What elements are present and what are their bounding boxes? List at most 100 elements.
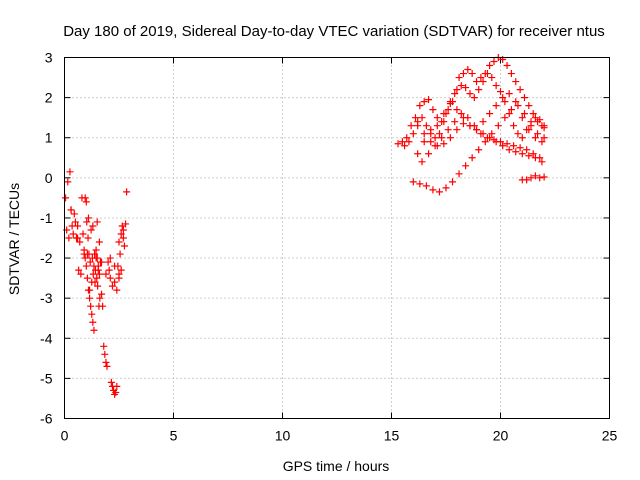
data-point [92,254,100,262]
x-tick-label: 25 [602,428,618,444]
data-point [89,270,97,278]
data-point [473,78,481,86]
data-point [446,134,454,142]
data-point [95,270,103,278]
data-point [116,250,124,258]
data-point [414,122,422,130]
data-point [488,130,496,138]
data-point [531,172,539,180]
data-point [123,188,131,196]
data-point [449,178,457,186]
data-point [523,176,531,184]
data-point [510,122,518,130]
y-tick-label: -2 [40,250,53,266]
data-point [534,130,542,138]
data-point [453,106,461,114]
data-point [540,134,548,142]
y-tick-label: 0 [45,170,53,186]
data-point [403,134,411,142]
data-point [94,282,102,290]
data-point [518,150,526,158]
data-point [505,110,513,118]
data-point [422,182,430,190]
data-point [409,130,417,138]
data-point [501,98,509,106]
data-point [111,262,119,270]
data-point [457,82,465,90]
data-point [462,84,470,92]
data-point [440,140,448,148]
data-point [435,130,443,138]
data-point [468,70,476,78]
data-point [538,138,546,146]
data-point [453,86,461,94]
data-point [74,234,82,242]
data-point [90,262,98,270]
data-point [444,106,452,114]
data-point [83,250,91,258]
data-point [93,274,101,282]
data-point [499,94,507,102]
data-point [503,62,511,70]
data-point [505,146,513,154]
data-point [414,150,422,158]
data-point [451,90,459,98]
data-point [459,120,467,128]
x-tick-label: 20 [493,428,509,444]
data-point [87,226,95,234]
y-tick-label: -1 [40,210,53,226]
data-point [107,378,115,386]
data-point [462,162,470,170]
data-point [433,142,441,150]
data-point [525,102,533,110]
data-point [113,382,121,390]
data-point [117,266,125,274]
data-point [525,152,533,160]
data-point [499,142,507,150]
x-axis-label: GPS time / hours [283,458,390,474]
data-point [74,222,82,230]
data-point [466,122,474,130]
data-point [407,122,415,130]
data-point [540,122,548,130]
data-point [113,286,121,294]
data-point [64,178,72,186]
data-point [527,122,535,130]
data-point [86,258,94,266]
data-point [490,58,498,66]
data-point [67,206,75,214]
data-point [92,246,100,254]
data-point [433,114,441,122]
data-point [520,110,528,118]
data-point [91,250,99,258]
grid [64,57,610,419]
data-point [88,310,96,318]
y-tick-label: -5 [40,370,53,386]
data-point [442,184,450,192]
data-point [429,106,437,114]
y-tick-label: -6 [40,411,53,427]
data-point [418,158,426,166]
data-point [99,302,107,310]
data-point [501,114,509,122]
data-point [93,218,101,226]
data-point [115,238,123,246]
data-point [520,94,528,102]
data-point [77,270,85,278]
data-point [464,114,472,122]
x-tick-label: 15 [384,428,400,444]
data-point [494,122,502,130]
data-point [438,134,446,142]
data-point [531,134,539,142]
data-point [418,114,426,122]
data-point [540,173,548,181]
data-point [102,270,110,278]
data-point [420,138,428,146]
data-point [98,290,106,298]
data-point [106,274,114,282]
x-tick-label: 10 [275,428,291,444]
y-tick-label: -3 [40,290,53,306]
data-point [416,180,424,188]
data-point [455,170,463,178]
